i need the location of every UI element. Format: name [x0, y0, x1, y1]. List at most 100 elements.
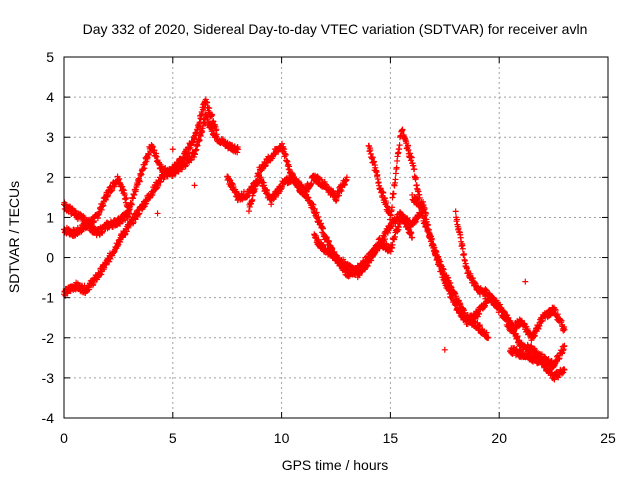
data-point	[84, 217, 91, 224]
data-point	[539, 317, 546, 324]
data-point	[461, 250, 468, 257]
data-point	[551, 376, 558, 383]
data-point	[256, 171, 263, 178]
data-point	[281, 146, 288, 153]
data-point	[100, 202, 107, 209]
data-point	[459, 245, 466, 252]
data-point	[80, 213, 87, 220]
data-point	[213, 131, 220, 138]
data-point	[380, 189, 387, 196]
data-point	[295, 178, 302, 185]
data-point	[441, 346, 448, 353]
x-tick-label: 5	[169, 430, 177, 446]
data-point	[234, 149, 241, 156]
y-tick-label: 2	[46, 169, 54, 185]
y-tick-label: -1	[42, 290, 55, 306]
data-point	[186, 145, 193, 152]
data-point	[397, 220, 404, 227]
data-point	[389, 204, 396, 211]
data-point	[554, 311, 561, 318]
data-point	[561, 342, 568, 349]
data-point	[393, 164, 400, 171]
data-point	[175, 162, 182, 169]
data-point	[476, 311, 483, 318]
data-point	[279, 140, 286, 147]
y-tick-label: 3	[46, 129, 54, 145]
data-point	[354, 262, 361, 269]
data-point	[414, 195, 421, 202]
data-point	[453, 216, 460, 223]
data-point	[313, 209, 320, 216]
data-point	[392, 176, 399, 183]
data-point	[371, 158, 378, 165]
data-point	[529, 351, 536, 358]
y-axis: -4 -3 -2 -1 0 1 2 3 4 5	[42, 49, 608, 426]
data-point	[169, 146, 176, 153]
grid	[64, 57, 608, 418]
data-point	[399, 126, 406, 133]
data-point	[196, 119, 203, 126]
y-tick-label: 5	[46, 49, 54, 65]
data-point	[123, 195, 130, 202]
data-point	[510, 322, 517, 329]
data-point	[136, 210, 143, 217]
data-point	[197, 133, 204, 140]
chart-title: Day 332 of 2020, Sidereal Day-to-day VTE…	[83, 21, 588, 37]
data-point	[128, 201, 135, 208]
data-point	[384, 229, 391, 236]
data-point	[235, 146, 242, 153]
data-point	[421, 205, 428, 212]
series-track-k	[154, 146, 529, 353]
data-point	[422, 210, 429, 217]
data-point	[268, 201, 275, 208]
y-axis-title: SDTVAR / TECUs	[6, 181, 22, 293]
data-point	[209, 112, 216, 119]
data-point	[483, 329, 490, 336]
data-point	[430, 242, 437, 249]
data-point	[544, 362, 551, 369]
data-point	[524, 325, 531, 332]
data-point	[405, 217, 412, 224]
data-point	[132, 216, 139, 223]
data-point	[373, 247, 380, 254]
series-track-h	[409, 191, 492, 341]
data-point	[245, 208, 252, 215]
data-point	[325, 245, 332, 252]
data-point	[383, 199, 390, 206]
data-point	[106, 258, 113, 265]
data-point	[409, 234, 416, 241]
y-tick-label: 1	[46, 209, 54, 225]
data-point	[412, 174, 419, 181]
data-point	[474, 313, 481, 320]
data-point	[395, 224, 402, 231]
y-tick-label: 4	[46, 89, 54, 105]
x-tick-label: 15	[383, 430, 399, 446]
data-point	[509, 350, 516, 357]
x-axis-title: GPS time / hours	[282, 457, 389, 473]
x-axis: 0 5 10 15 20 25	[60, 57, 616, 446]
data-point	[547, 366, 554, 373]
series-track-d	[224, 172, 350, 208]
x-tick-label: 10	[274, 430, 290, 446]
data-point	[302, 185, 309, 192]
data-point	[386, 216, 393, 223]
data-point	[552, 307, 559, 314]
data-point	[206, 105, 213, 112]
data-point	[364, 262, 371, 269]
plot-frame	[63, 56, 609, 419]
x-tick-label: 0	[60, 430, 68, 446]
series-track-f	[311, 205, 427, 281]
data-point	[379, 237, 386, 244]
data-point	[425, 221, 432, 228]
data-point	[387, 248, 394, 255]
data-point	[151, 147, 158, 154]
data-point	[381, 195, 388, 202]
data-point	[356, 272, 363, 279]
data-point	[343, 174, 350, 181]
data-point	[282, 151, 289, 158]
data-point	[411, 166, 418, 173]
data-point	[233, 188, 240, 195]
data-point	[85, 218, 92, 225]
data-point	[369, 154, 376, 161]
data-point	[551, 306, 558, 313]
